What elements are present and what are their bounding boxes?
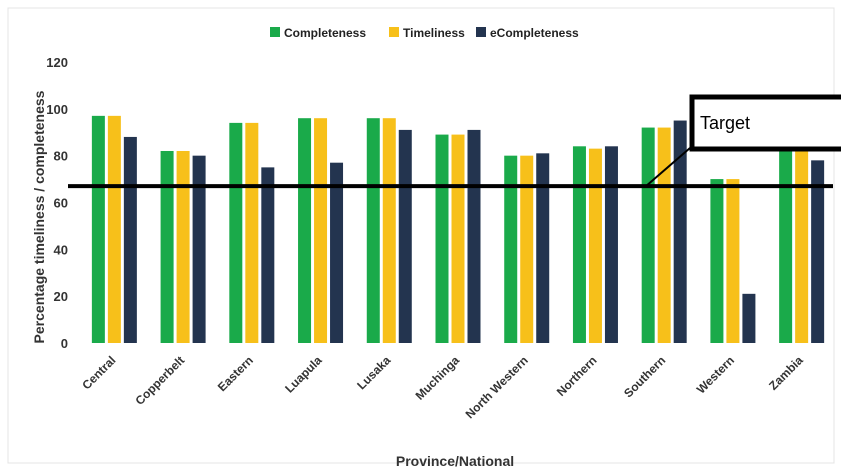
bar-timeliness-western (726, 179, 740, 343)
bar-completeness-copperbelt (160, 150, 174, 343)
bar-timeliness-lusaka (382, 118, 396, 343)
bar-completeness-southern (641, 127, 655, 343)
chart-frame (7, 7, 835, 464)
bar-ecompleteness-lusaka (398, 129, 412, 343)
bar-ecompleteness-copperbelt (192, 155, 206, 343)
y-tick-label-5: 100 (46, 102, 68, 117)
bar-ecompleteness-muchinga (467, 129, 481, 343)
legend-swatch-ecompleteness (476, 27, 486, 37)
bar-completeness-north-western (504, 155, 518, 343)
target-callout-box (689, 94, 841, 152)
bar-completeness-luapula (298, 118, 312, 343)
x-axis-title: Province/National (396, 453, 514, 469)
bar-completeness-central (91, 115, 105, 343)
bar-completeness-zambia (779, 134, 793, 343)
legend: Completeness Timeliness eCompleteness (270, 26, 579, 40)
bar-timeliness-north-western (520, 155, 534, 343)
y-axis: 0 20 40 60 80 100 120 (46, 55, 68, 351)
bar-completeness-eastern (229, 122, 243, 343)
bar-completeness-muchinga (435, 134, 449, 343)
bar-ecompleteness-southern (673, 120, 687, 344)
bar-ecompleteness-northern (604, 146, 618, 343)
bar-timeliness-eastern (245, 122, 259, 343)
bar-completeness-northern (572, 146, 586, 343)
y-axis-title: Percentage timeliness / completeness (31, 90, 47, 343)
legend-swatch-completeness (270, 27, 280, 37)
bar-timeliness-northern (588, 148, 602, 343)
bar-ecompleteness-central (123, 136, 137, 343)
bar-timeliness-southern (657, 127, 671, 343)
bar-timeliness-zambia (795, 134, 809, 343)
bar-timeliness-luapula (314, 118, 328, 343)
bar-completeness-lusaka (366, 118, 380, 343)
legend-label-timeliness: Timeliness (403, 26, 465, 40)
bar-ecompleteness-zambia (811, 160, 825, 343)
legend-label-ecompleteness: eCompleteness (490, 26, 579, 40)
bar-timeliness-central (107, 115, 121, 343)
bar-timeliness-muchinga (451, 134, 465, 343)
bar-ecompleteness-north-western (536, 153, 550, 343)
y-tick-label-0: 0 (61, 336, 68, 351)
legend-label-completeness: Completeness (284, 26, 366, 40)
target-annotation: Target (68, 94, 841, 189)
y-tick-label-2: 40 (54, 242, 68, 257)
y-tick-label-3: 60 (54, 196, 68, 211)
legend-swatch-timeliness (389, 27, 399, 37)
y-tick-label-6: 120 (46, 55, 68, 70)
bar-timeliness-copperbelt (176, 150, 190, 343)
bars (91, 115, 825, 344)
bar-ecompleteness-luapula (330, 162, 344, 343)
bar-ecompleteness-eastern (261, 167, 275, 343)
y-tick-label-1: 20 (54, 289, 68, 304)
bar-ecompleteness-western (742, 293, 756, 343)
y-tick-label-4: 80 (54, 149, 68, 164)
bar-completeness-western (710, 179, 724, 343)
target-callout-label: Target (700, 113, 750, 133)
target-callout-leader (645, 147, 691, 187)
